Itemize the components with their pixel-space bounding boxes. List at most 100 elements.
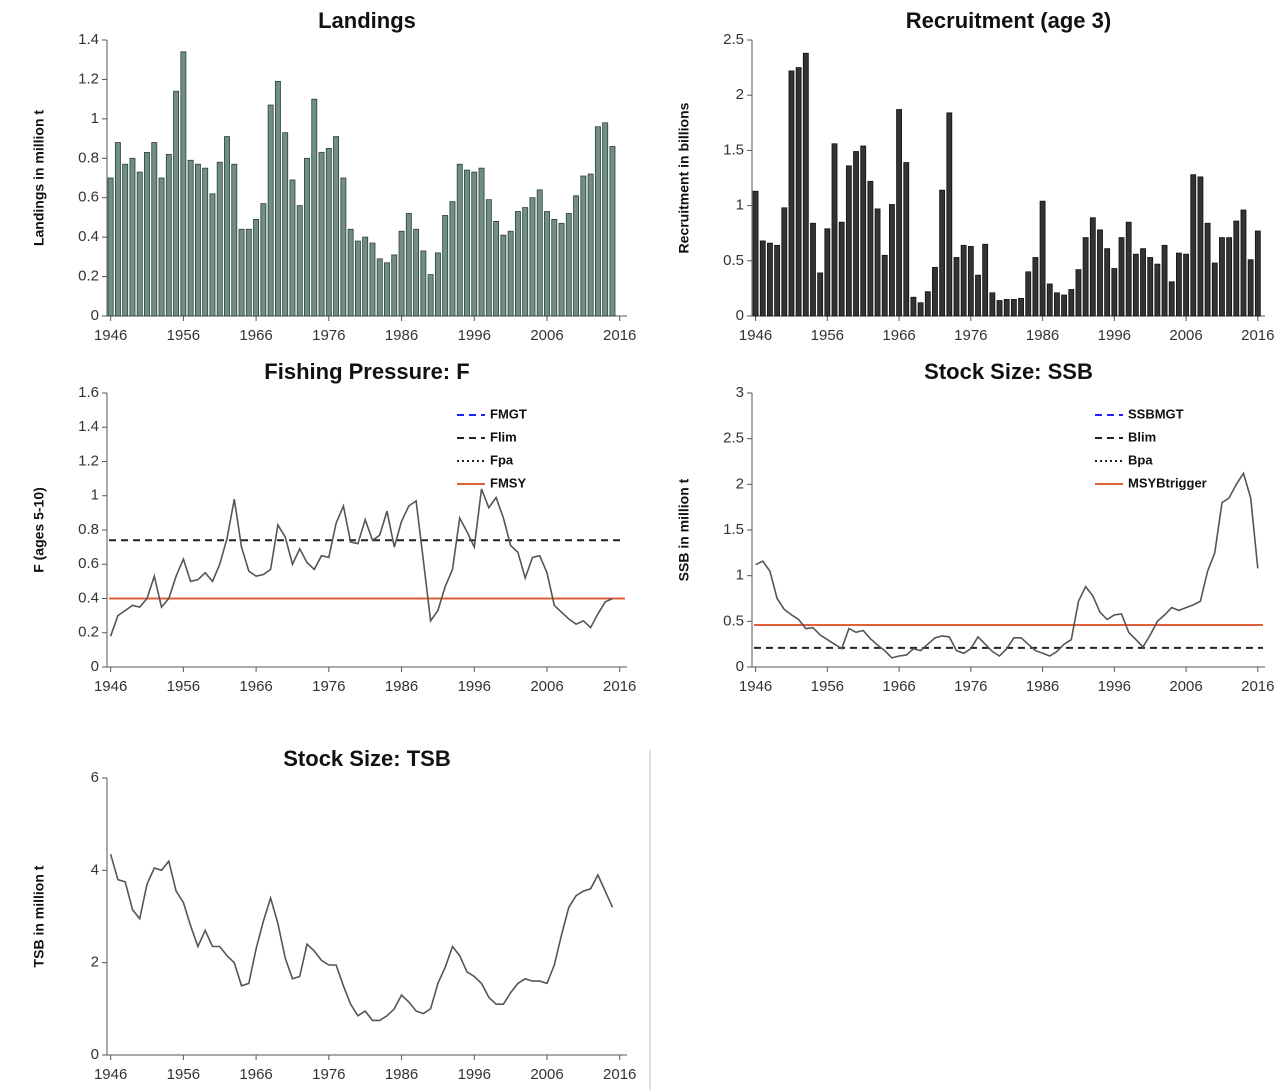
bar (1175, 252, 1182, 317)
y-tick-label: 0.4 (78, 228, 99, 245)
bar (1247, 259, 1254, 317)
bar (996, 300, 1003, 317)
bar (202, 167, 209, 317)
y-axis-label: F (ages 5-10) (31, 487, 47, 573)
x-tick-label: 1966 (882, 327, 915, 344)
bar (838, 221, 845, 317)
y-tick-label: 1.2 (78, 70, 99, 87)
bar (245, 228, 252, 317)
bar (514, 211, 521, 317)
y-tick-label: 0 (736, 658, 744, 675)
y-tick-label: 2 (736, 86, 744, 103)
bar (362, 236, 369, 317)
bar (318, 151, 325, 317)
bar (209, 193, 216, 317)
bar (781, 207, 788, 317)
chart: Stock Size: SSB SSB in million t 0 0.5 1 1.5 2… (676, 359, 1275, 695)
bar (1161, 244, 1168, 317)
bar (1046, 283, 1053, 317)
bar (304, 157, 310, 317)
x-tick-label: 1956 (811, 678, 844, 695)
bar (405, 213, 412, 317)
x-tick-label: 1976 (312, 678, 345, 695)
series-line (109, 488, 613, 637)
y-tick-label: 2 (736, 475, 744, 492)
bar (1197, 176, 1204, 317)
y-tick-label: 1.5 (723, 521, 744, 538)
y-tick-label: 0 (91, 658, 99, 675)
x-tick-label: 2006 (530, 327, 563, 344)
bar (274, 81, 281, 317)
bar (420, 250, 427, 317)
x-tick-label: 1946 (739, 678, 772, 695)
bar (216, 161, 223, 317)
y-tick-label: 0 (91, 307, 99, 324)
bar (1204, 222, 1211, 317)
bar (795, 67, 802, 317)
x-tick-label: 1956 (167, 678, 200, 695)
bar (224, 136, 230, 317)
bar (384, 262, 390, 317)
bar (932, 267, 938, 317)
chart: Recruitment (age 3) Recruitment in billio… (676, 8, 1275, 344)
y-tick-label: 0.6 (78, 555, 99, 572)
bar (333, 136, 340, 317)
x-tick-label: 1976 (954, 678, 987, 695)
bar (853, 151, 859, 317)
bar (158, 177, 165, 317)
bar (347, 228, 354, 317)
bar (107, 177, 114, 317)
bar (1132, 253, 1139, 317)
bar (413, 228, 420, 317)
x-tick-label: 2016 (603, 678, 636, 695)
y-tick-label: 0.2 (78, 268, 99, 285)
legend-label: Bpa (1128, 452, 1153, 467)
bar (136, 171, 143, 317)
legend-label: FMGT (490, 406, 527, 421)
x-tick-label: 1996 (458, 678, 491, 695)
x-tick-label: 1996 (458, 327, 491, 344)
bar (478, 167, 485, 317)
bar (187, 159, 194, 317)
y-tick-label: 1.4 (78, 31, 99, 48)
y-tick-label: 0.8 (78, 149, 99, 166)
bar (1154, 263, 1161, 317)
chart: Fishing Pressure: F F (ages 5-10) 0 0.2 0.4 0… (31, 359, 637, 695)
bar (860, 145, 867, 317)
bar (1082, 237, 1089, 317)
bar (1240, 209, 1247, 317)
y-tick-label: 2.5 (723, 430, 744, 447)
y-axis-label: Landings in million t (31, 110, 47, 246)
bar (1168, 281, 1175, 317)
bar (759, 240, 766, 317)
bar (1039, 200, 1046, 317)
bar (573, 195, 580, 317)
bar (1190, 174, 1197, 317)
bar (1054, 292, 1060, 317)
bar (1025, 271, 1032, 317)
bar (551, 218, 558, 317)
bar (398, 230, 405, 317)
bar (910, 296, 917, 317)
bar (129, 157, 136, 317)
bar (939, 189, 946, 317)
bar (1003, 299, 1010, 317)
x-tick-label: 1956 (811, 327, 844, 344)
bar (1032, 257, 1039, 317)
chart-title: Stock Size: SSB (924, 359, 1093, 384)
bar (609, 146, 616, 317)
x-tick-label: 1986 (385, 1066, 418, 1083)
x-tick-label: 1986 (1026, 327, 1059, 344)
chart: Landings Landings in million t 0 0.2 0.4 0.6 0… (31, 8, 637, 344)
chart-title: Stock Size: TSB (283, 746, 450, 771)
bar (580, 175, 587, 317)
bar (1233, 220, 1240, 317)
bar (114, 142, 121, 317)
bar (824, 228, 831, 317)
y-tick-label: 1.6 (78, 384, 99, 401)
bar (122, 163, 129, 317)
x-tick-label: 2016 (603, 1066, 636, 1083)
y-tick-label: 3 (736, 384, 744, 401)
x-tick-label: 1986 (385, 327, 418, 344)
bar (845, 165, 852, 317)
